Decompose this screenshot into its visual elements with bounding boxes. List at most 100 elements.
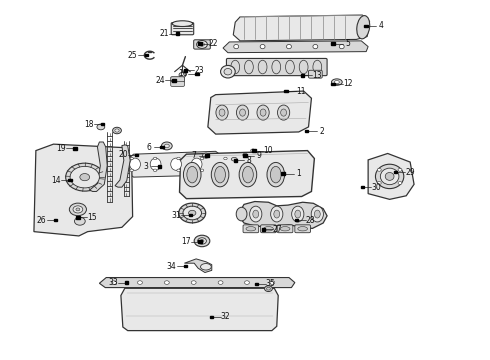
Ellipse shape [236, 207, 247, 221]
Text: 28: 28 [306, 216, 315, 225]
FancyBboxPatch shape [243, 225, 259, 233]
Ellipse shape [280, 226, 290, 231]
FancyBboxPatch shape [277, 225, 293, 233]
Ellipse shape [299, 60, 308, 74]
Ellipse shape [267, 287, 270, 290]
Ellipse shape [375, 164, 404, 189]
Text: 20: 20 [118, 150, 128, 159]
FancyBboxPatch shape [295, 225, 311, 233]
Ellipse shape [197, 238, 206, 244]
Text: 9: 9 [256, 151, 261, 160]
Polygon shape [99, 278, 295, 288]
Ellipse shape [179, 203, 206, 223]
Bar [301, 74, 304, 77]
Ellipse shape [260, 44, 265, 49]
Text: 1: 1 [296, 169, 301, 178]
Polygon shape [115, 145, 130, 187]
Ellipse shape [215, 166, 225, 183]
Polygon shape [121, 288, 278, 330]
Ellipse shape [250, 149, 255, 152]
Text: 29: 29 [405, 168, 415, 177]
Ellipse shape [74, 217, 85, 225]
Bar [262, 228, 265, 231]
Ellipse shape [177, 157, 180, 160]
Ellipse shape [130, 158, 141, 170]
Text: 35: 35 [266, 279, 275, 288]
Polygon shape [208, 91, 312, 134]
Ellipse shape [224, 169, 227, 172]
Ellipse shape [183, 162, 201, 187]
Bar [125, 281, 128, 284]
FancyBboxPatch shape [171, 23, 194, 35]
Text: 22: 22 [209, 39, 219, 48]
Ellipse shape [164, 281, 169, 284]
Bar [196, 73, 199, 75]
Ellipse shape [292, 206, 304, 222]
Ellipse shape [216, 105, 228, 120]
Bar [145, 54, 148, 57]
Bar [244, 154, 246, 157]
Bar [135, 154, 138, 156]
Text: 34: 34 [167, 262, 176, 271]
Ellipse shape [200, 239, 204, 242]
Polygon shape [184, 259, 212, 273]
Bar [252, 149, 255, 152]
Ellipse shape [249, 206, 262, 222]
Polygon shape [368, 153, 414, 199]
Ellipse shape [295, 210, 301, 218]
Ellipse shape [80, 174, 90, 181]
Ellipse shape [270, 281, 275, 284]
Ellipse shape [245, 60, 253, 74]
Ellipse shape [115, 129, 119, 132]
Ellipse shape [191, 281, 196, 284]
Ellipse shape [315, 210, 320, 218]
Ellipse shape [281, 109, 287, 116]
Ellipse shape [200, 264, 211, 270]
FancyBboxPatch shape [226, 58, 327, 76]
Polygon shape [233, 15, 369, 41]
Ellipse shape [231, 60, 240, 74]
Ellipse shape [218, 281, 223, 284]
Bar [54, 219, 57, 221]
Bar [189, 214, 192, 216]
Ellipse shape [260, 109, 266, 116]
Ellipse shape [398, 181, 402, 184]
Bar [198, 240, 202, 243]
Text: 11: 11 [296, 86, 305, 95]
Ellipse shape [270, 206, 283, 222]
Ellipse shape [97, 124, 105, 130]
Bar [184, 265, 187, 267]
Ellipse shape [264, 226, 273, 231]
Ellipse shape [298, 226, 308, 231]
Ellipse shape [183, 206, 201, 220]
Bar [176, 32, 179, 35]
Text: 6: 6 [147, 143, 151, 152]
Ellipse shape [339, 44, 344, 49]
Ellipse shape [253, 210, 259, 218]
Text: 21: 21 [159, 29, 169, 38]
Ellipse shape [161, 142, 172, 150]
Ellipse shape [385, 172, 394, 180]
Bar [361, 186, 364, 188]
Text: 7: 7 [191, 151, 196, 160]
Text: 32: 32 [220, 312, 230, 321]
Text: 15: 15 [87, 213, 97, 222]
Text: 12: 12 [343, 80, 352, 89]
Ellipse shape [272, 60, 281, 74]
Text: 10: 10 [263, 146, 273, 155]
Ellipse shape [187, 166, 197, 183]
Ellipse shape [73, 206, 83, 213]
Ellipse shape [76, 208, 80, 211]
Ellipse shape [196, 41, 207, 48]
Ellipse shape [277, 105, 290, 120]
Ellipse shape [177, 169, 180, 172]
Ellipse shape [171, 158, 181, 170]
Ellipse shape [265, 286, 272, 292]
Bar [73, 147, 76, 150]
Ellipse shape [357, 15, 370, 39]
Bar [255, 283, 258, 285]
Bar [76, 216, 79, 219]
Text: 31: 31 [172, 211, 181, 220]
Bar [210, 316, 214, 318]
Ellipse shape [234, 44, 239, 49]
